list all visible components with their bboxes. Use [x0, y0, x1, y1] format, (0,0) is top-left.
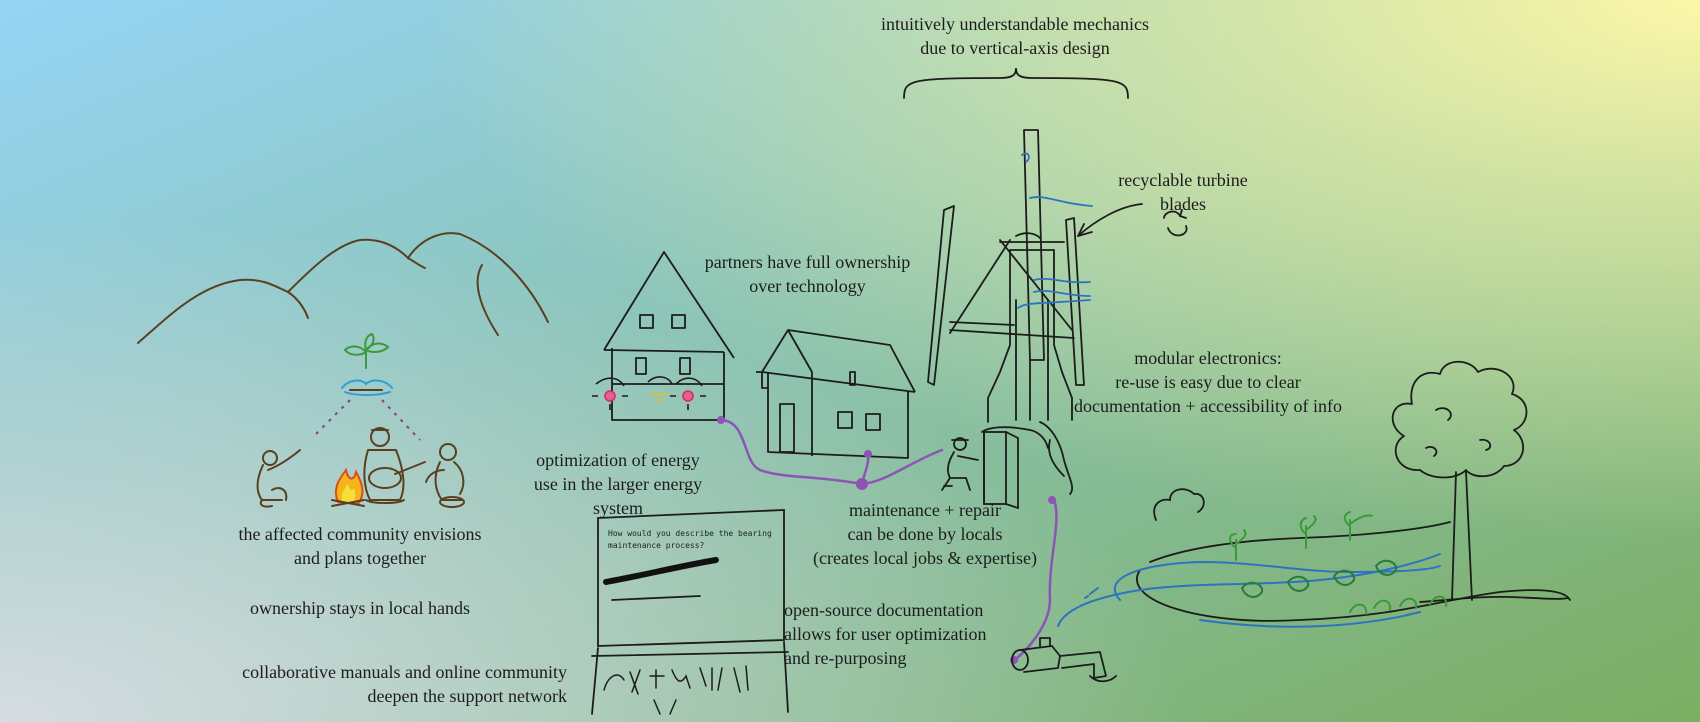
label-maintenance-line-3: (creates local jobs & expertise) — [813, 548, 1037, 568]
label-manuals: collaborative manuals and online communi… — [150, 660, 567, 708]
label-maintenance: maintenance + repair can be done by loca… — [790, 498, 1060, 570]
field-outline — [1136, 488, 1571, 622]
label-mechanics-line-2: due to vertical-axis design — [920, 38, 1110, 58]
recycle-icon — [1163, 209, 1188, 237]
water-pump-icon — [1011, 637, 1117, 683]
house-left — [603, 251, 735, 421]
label-manuals-line-1: collaborative manuals and online communi… — [242, 662, 567, 682]
label-partners-line-2: over technology — [749, 276, 866, 296]
label-blades-line-2: blades — [1160, 194, 1206, 214]
turbine-base-rocks — [981, 421, 1074, 510]
label-modular-line-1: modular electronics: — [1134, 348, 1282, 368]
label-local-hands-line-1: ownership stays in local hands — [250, 598, 470, 618]
manual-sketch-doodles — [603, 665, 749, 715]
label-optimization-line-1: optimization of energy — [536, 450, 700, 470]
manual-screen — [591, 509, 789, 715]
label-maintenance-line-2: can be done by locals — [847, 524, 1003, 544]
label-opensource-line-1: open-source documentation — [784, 600, 984, 620]
mountains — [137, 232, 549, 344]
label-partners-ownership: partners have full ownership over techno… — [675, 250, 940, 298]
label-optimization-line-2: use in the larger energy — [533, 474, 703, 494]
label-blades-line-1: recyclable turbine — [1118, 170, 1248, 190]
label-modular-line-2: re-use is easy due to clear — [1115, 372, 1301, 392]
label-optimization-line-3: system — [592, 498, 643, 518]
wind-turbine — [927, 129, 1085, 423]
campfire-icon — [331, 467, 365, 507]
tree-icon — [1391, 360, 1528, 601]
label-modular-line-3: documentation + accessibility of info — [1073, 396, 1343, 416]
form-question-line-1: How would you describe the bearing — [608, 529, 772, 538]
label-blades: recyclable turbine blades — [1098, 168, 1268, 216]
smart-meters — [592, 376, 706, 410]
irrigation-stream — [1057, 553, 1441, 628]
house-right — [756, 329, 916, 459]
label-opensource: open-source documentation allows for use… — [784, 598, 1014, 670]
label-community: the affected community envisions and pla… — [205, 522, 515, 570]
community-figures — [256, 427, 465, 508]
label-manuals-line-2: deepen the support network — [367, 686, 567, 706]
seedling-icon — [341, 332, 393, 396]
label-opensource-line-3: and re-purposing — [784, 648, 907, 668]
label-mechanics-line-1: intuitively understandable mechanics — [881, 14, 1149, 34]
crops — [1229, 511, 1448, 615]
label-maintenance-line-1: maintenance + repair — [848, 500, 1002, 520]
manual-form-question: How would you describe the bearing maint… — [608, 528, 772, 552]
worker-icon — [941, 437, 979, 491]
power-wiring — [718, 418, 1058, 662]
label-optimization: optimization of energy use in the larger… — [510, 448, 726, 520]
seedling-dotted-lines — [311, 399, 421, 441]
mechanics-brace — [903, 67, 1129, 99]
blades-arrow — [1077, 203, 1143, 237]
label-modular-electronics: modular electronics: re-use is easy due … — [1048, 346, 1368, 418]
label-partners-line-1: partners have full ownership — [704, 252, 911, 272]
label-community-line-1: the affected community envisions — [238, 524, 482, 544]
label-opensource-line-2: allows for user optimization — [784, 624, 987, 644]
label-mechanics: intuitively understandable mechanics due… — [850, 12, 1180, 60]
form-question-line-2: maintenance process? — [608, 541, 705, 550]
label-community-line-2: and plans together — [294, 548, 426, 568]
turbine-blade-waves — [1017, 152, 1093, 309]
label-local-hands: ownership stays in local hands — [220, 596, 500, 620]
